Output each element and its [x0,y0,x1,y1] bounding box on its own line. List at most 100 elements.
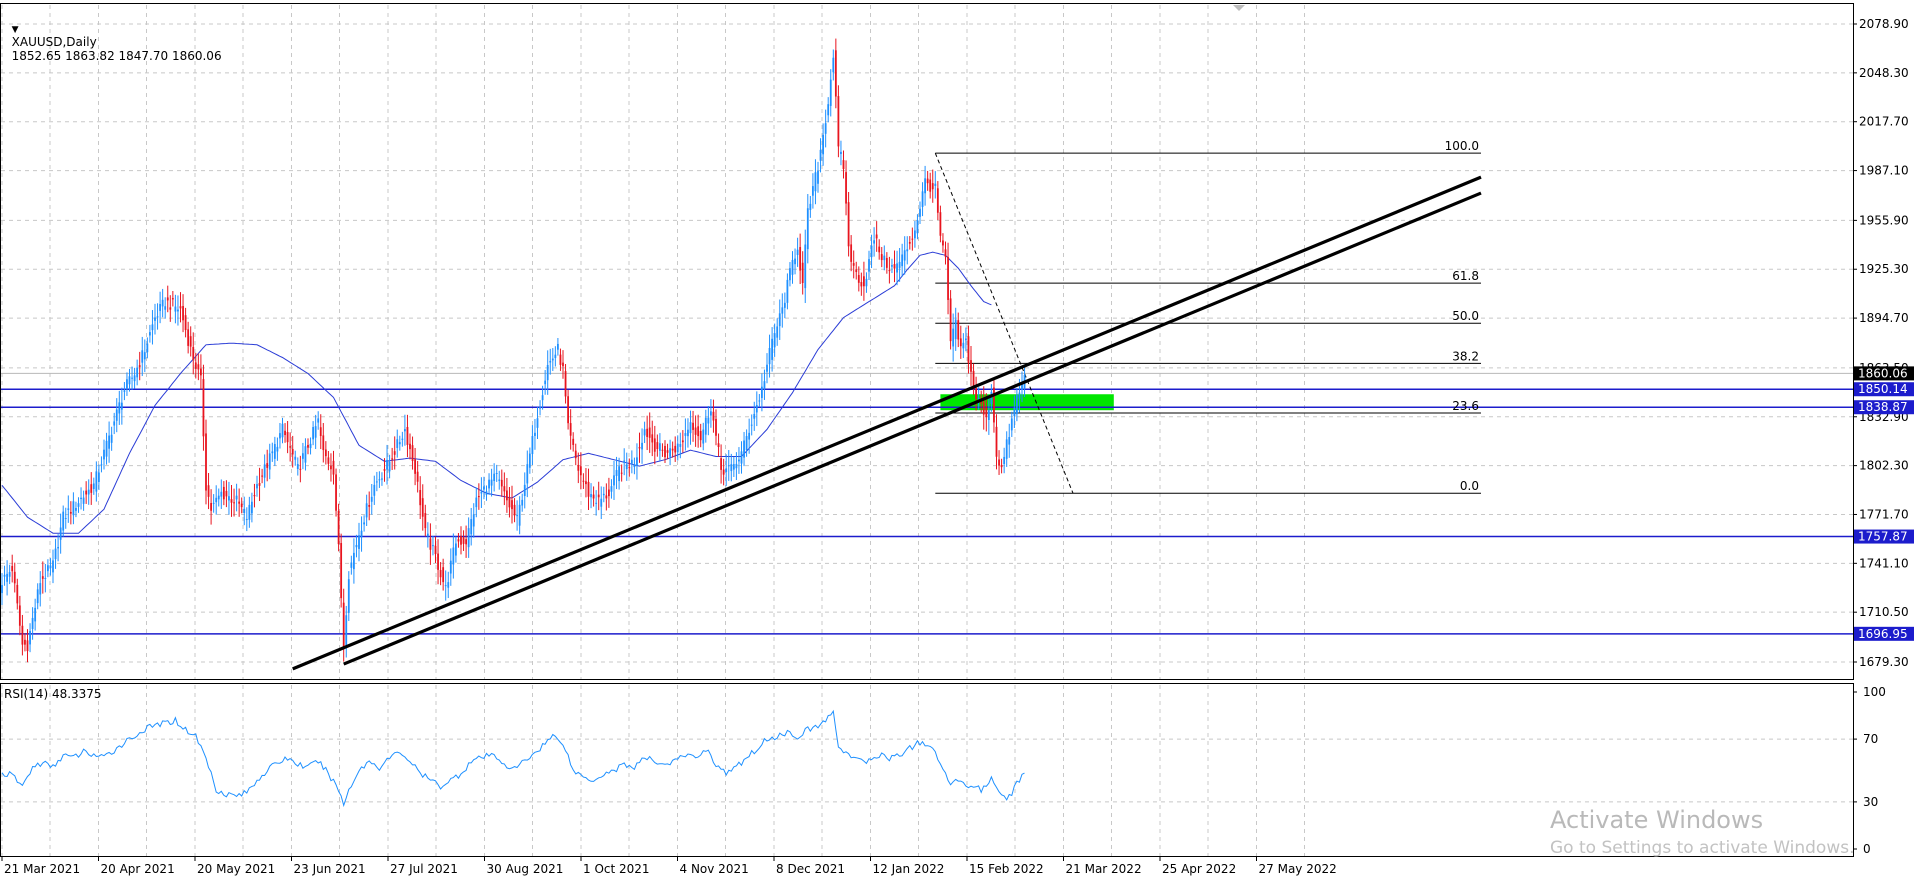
candle-body [401,438,404,440]
candle-body [179,306,182,309]
ohlc-values: 1852.65 1863.82 1847.70 1860.06 [11,49,222,63]
candle-body [980,400,983,404]
candle-body [373,484,376,496]
candle-body [210,503,212,511]
candle-body [888,270,891,272]
candle-body [156,316,159,318]
candle-body [1021,383,1023,390]
candle-body [133,375,136,382]
candle-body [551,358,554,361]
candle-body [123,390,126,392]
candle-body [279,433,281,439]
candle-body [1018,392,1021,399]
fib-diagonal-line [934,152,1074,494]
candle-body [166,297,169,301]
candle-body [62,511,65,531]
scroll-marker-icon[interactable] [1233,5,1245,11]
price-label-text: 1757.87 [1858,530,1908,544]
candle-body [730,464,733,472]
candle-body [822,134,824,155]
candle-body [490,479,493,486]
candle-body [161,299,164,307]
candle-body [149,332,151,336]
candle-body [18,605,21,626]
candle-body [965,338,967,341]
candle-body [263,464,266,478]
candle-body [761,386,763,399]
candle-body [80,497,82,500]
candle-body [347,579,350,613]
candle-body [317,418,320,423]
candle-body [511,500,513,510]
candle-body [429,538,432,550]
candle-body [477,496,480,498]
candle-body [745,436,748,451]
candle-body [143,352,146,360]
candle-body [528,453,531,468]
candle-body [108,435,110,449]
candle-body [572,438,575,445]
candle-body [789,268,791,281]
candle-body [299,468,302,470]
price-tick-label: 1771.70 [1859,507,1909,521]
candle-body [281,423,284,438]
candle-body [171,298,174,300]
time-tick-label: 8 Dec 2021 [776,862,845,876]
candle-body [309,443,312,449]
candle-body [324,449,327,457]
time-tick-label: 12 Jan 2022 [873,862,945,876]
candle-body [442,567,445,583]
candle-body [832,57,835,73]
candle-body [554,354,557,359]
candle-body [929,179,932,192]
candle-body [597,494,600,498]
candle-body [233,502,235,504]
candle-body [740,451,743,464]
candle-body [500,479,503,487]
candle-body [783,302,786,308]
main-panel-frame [0,3,1854,680]
candle-body [977,397,980,399]
candle-body [641,442,643,450]
candle-body [868,259,870,272]
candle-body [67,508,70,510]
price-label-box [1854,382,1914,397]
candle-body [870,245,873,258]
rsi-tick-label: 100 [1863,685,1886,699]
candle-body [455,543,457,556]
candle-body [720,458,722,470]
candle-body [378,479,381,481]
candle-body [936,188,939,213]
trend-line [343,191,1482,666]
candle-body [363,522,365,525]
candle-body [1005,439,1008,459]
candle-body [470,519,473,535]
time-axis: 21 Mar 2021 20 Apr 2021 20 May 2021 23 Jun … [1,857,1337,876]
candle-body [235,495,238,500]
collapse-arrow-icon[interactable]: ▼ [11,25,19,35]
candle-body [296,463,299,469]
time-tick-label: 27 Jul 2021 [390,862,458,876]
candle-body [579,466,582,476]
candle-body [138,365,141,367]
candle-body [942,240,944,246]
candle-body [546,364,549,381]
candle-body [694,427,697,435]
candle-body [536,418,539,428]
candle-body [189,336,192,347]
candle-body [337,510,340,545]
candle-body [995,426,998,457]
candle-body [174,306,177,312]
candle-body [276,446,279,452]
candle-body [128,376,131,385]
fib-level-label: 23.6 [1452,399,1479,413]
candle-body [92,483,95,489]
candle-body [679,444,682,447]
candle-body [794,258,796,265]
candle-body [59,527,62,540]
candle-body [444,585,447,587]
price-tick-label: 1710.50 [1859,605,1909,619]
candle-body [388,461,391,472]
candle-body [1013,407,1016,416]
